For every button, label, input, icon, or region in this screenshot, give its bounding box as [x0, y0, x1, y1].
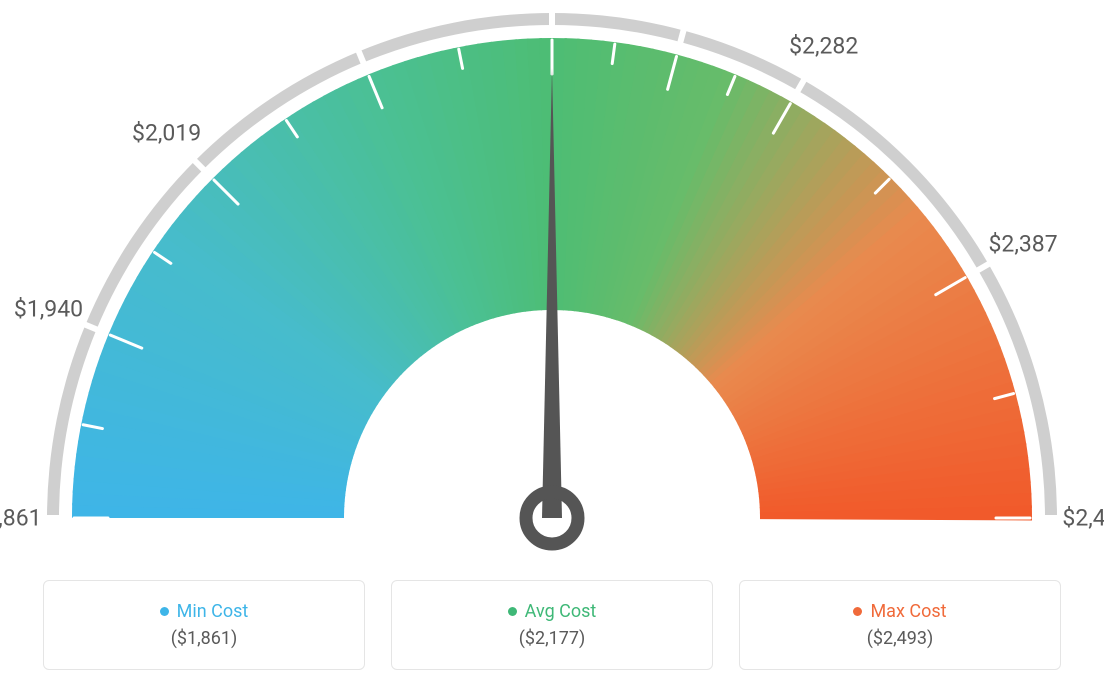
legend-card-max: Max Cost ($2,493) [739, 580, 1061, 670]
legend-card-min: Min Cost ($1,861) [43, 580, 365, 670]
gauge-tick-label: $2,387 [988, 230, 1057, 257]
gauge-chart: $1,861$1,940$2,019$2,177$2,282$2,387$2,4… [0, 0, 1104, 560]
cost-gauge-widget: $1,861$1,940$2,019$2,177$2,282$2,387$2,4… [0, 0, 1104, 690]
gauge-tick-label: $2,493 [1062, 505, 1104, 532]
legend: Min Cost ($1,861) Avg Cost ($2,177) Max … [43, 580, 1061, 670]
legend-max-label: Max Cost [853, 601, 946, 622]
legend-min-label: Min Cost [160, 601, 249, 622]
gauge-tick-label: $1,940 [14, 296, 83, 323]
legend-card-avg: Avg Cost ($2,177) [391, 580, 713, 670]
gauge-tick-label: $2,019 [132, 119, 201, 146]
gauge-svg [0, 0, 1104, 560]
legend-min-value: ($1,861) [171, 628, 238, 649]
legend-avg-value: ($2,177) [519, 628, 586, 649]
gauge-tick-label: $1,861 [0, 505, 42, 532]
legend-max-value: ($2,493) [867, 628, 934, 649]
legend-avg-label: Avg Cost [508, 601, 597, 622]
gauge-tick-label: $2,282 [789, 32, 858, 59]
